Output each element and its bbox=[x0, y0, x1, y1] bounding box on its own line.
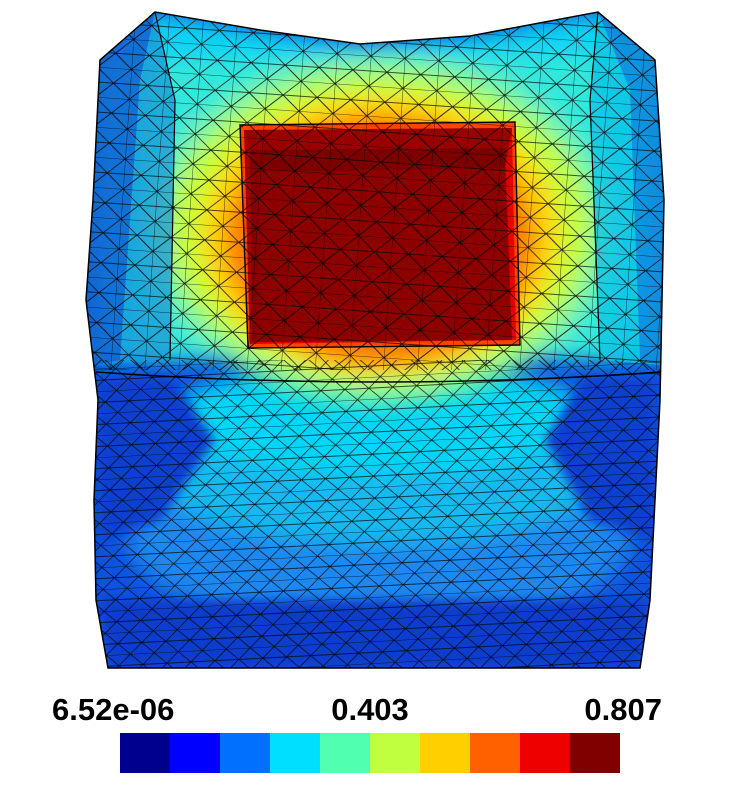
mesh-outline bbox=[85, 11, 665, 669]
colorbar-mid-label: 0.403 bbox=[331, 692, 409, 727]
colorbar-swatch bbox=[270, 733, 320, 773]
mesh-body bbox=[86, 12, 664, 668]
colorbar-swatch bbox=[570, 733, 620, 773]
colorbar-max-label: 0.807 bbox=[584, 692, 662, 727]
colorbar-swatch bbox=[420, 733, 470, 773]
colorbar-swatch bbox=[520, 733, 570, 773]
colorbar-swatch bbox=[470, 733, 520, 773]
colorbar-swatch bbox=[320, 733, 370, 773]
colorbar-legend: 6.52e-06 0.403 0.807 bbox=[0, 680, 729, 786]
colorbar-min-label: 6.52e-06 bbox=[52, 692, 175, 727]
colorbar-swatch bbox=[120, 733, 170, 773]
triangle-mesh-lines bbox=[86, 12, 664, 668]
colorbar-swatch bbox=[220, 733, 270, 773]
colorbar-swatch bbox=[370, 733, 420, 773]
colorbar bbox=[120, 733, 620, 773]
deformed-mesh-plot bbox=[85, 11, 665, 669]
colorbar-swatch bbox=[170, 733, 220, 773]
